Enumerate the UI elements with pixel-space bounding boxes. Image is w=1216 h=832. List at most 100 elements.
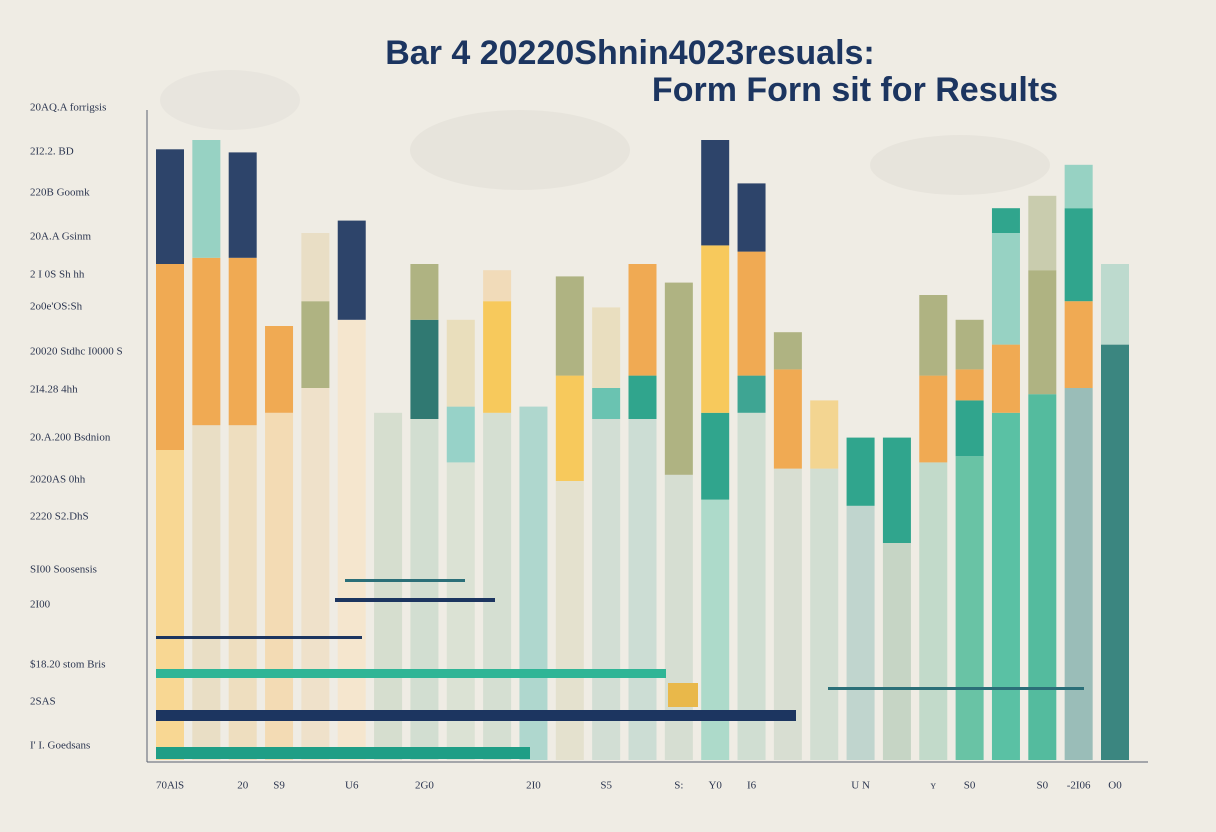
bar-segment: [991, 344, 1020, 413]
bar-segment: [410, 319, 439, 419]
bar-segment: [701, 140, 730, 246]
bar-segment: [410, 419, 439, 760]
bar-segment: [919, 375, 948, 463]
x-tick-label: I6: [747, 780, 757, 792]
bar-segment: [919, 462, 948, 760]
bar-segment: [192, 425, 221, 760]
x-tick-label: S5: [600, 780, 612, 792]
y-label: 2 I 0S Sh hh: [30, 269, 85, 281]
bar-segment: [737, 375, 766, 413]
bar-segment: [555, 276, 584, 376]
bar-segment: [1101, 264, 1129, 345]
bar-segment: [628, 264, 657, 376]
bar-segment: [265, 412, 294, 760]
horizontal-strokes: [156, 579, 1084, 759]
bar-segment: [337, 220, 366, 320]
y-label: 220B Goomk: [30, 187, 90, 199]
bar-segment: [628, 419, 657, 760]
bar-segment: [1028, 195, 1057, 271]
bar-segment: [773, 369, 802, 469]
x-tick-label: 70AlS: [156, 780, 184, 792]
bar-segment: [555, 375, 584, 481]
bar-segment: [737, 183, 766, 252]
y-label: 2I4.28 4hh: [30, 384, 78, 396]
y-label: 20AQ.A forrigsis: [30, 102, 106, 114]
x-tick-label: U N: [851, 780, 870, 792]
bar-segment: [955, 369, 984, 401]
y-label: 2220 S2.DhS: [30, 511, 89, 523]
x-tick-label: -2I06: [1067, 780, 1091, 792]
bar-segment: [410, 264, 439, 320]
x-tick-label: U6: [345, 780, 359, 792]
x-tick-label: Y0: [708, 780, 722, 792]
bar-segment: [192, 140, 221, 258]
bar-segment: [156, 264, 184, 450]
bar-segment: [701, 245, 730, 413]
y-label: 20020 Stdhc I0000 S: [30, 346, 123, 358]
y-label: 2o0e'OS:Sh: [30, 301, 83, 313]
x-tick-label: S:: [674, 780, 683, 792]
bar-segment: [628, 375, 657, 419]
bar-segment: [446, 406, 475, 463]
bar-segment: [846, 505, 875, 760]
bar-segment: [1028, 394, 1057, 760]
bar-segment: [1064, 388, 1093, 760]
bar-segment: [483, 412, 512, 760]
bar-segment: [592, 419, 621, 760]
bar-segment: [592, 307, 621, 388]
x-tick-label: 2G0: [415, 780, 434, 792]
bar-segment: [991, 412, 1020, 760]
bar-segment: [301, 233, 330, 302]
bar-segment: [156, 149, 184, 264]
x-tick-label: 20: [237, 780, 249, 792]
bar-segment: [882, 437, 911, 543]
bar-segment: [519, 406, 548, 760]
bar-segment: [955, 400, 984, 457]
bar-segment: [301, 388, 330, 760]
bar-segment: [1101, 344, 1129, 760]
bar-segment: [810, 468, 839, 760]
bar-segment: [156, 450, 184, 760]
bar-segment: [737, 251, 766, 376]
x-tick-label: 2I0: [526, 780, 541, 792]
y-label: $18.20 stom Bris: [30, 659, 105, 671]
bar-segment: [773, 332, 802, 370]
bar-segment: [483, 270, 512, 302]
bar-segment: [446, 319, 475, 407]
x-tick-label: S0: [964, 780, 976, 792]
bar-segment: [592, 388, 621, 419]
y-label: 2I00: [30, 599, 51, 611]
bar-segment: [1064, 208, 1093, 302]
bar-segment: [955, 319, 984, 370]
bar-segment: [228, 257, 257, 426]
y-label: 2020AS 0hh: [30, 474, 86, 486]
bar-segment: [919, 295, 948, 376]
chart-subtitle: Form Forn sit for Results: [652, 71, 1058, 109]
bar-segment: [301, 301, 330, 388]
bar-segment: [374, 412, 403, 760]
bar-segment: [228, 425, 257, 760]
bar-segment: [810, 400, 839, 469]
bar-segment: [737, 412, 766, 760]
chart-title: Bar 4 20220Shnin4023resuals:: [385, 34, 875, 72]
bar-segment: [701, 412, 730, 500]
x-tick-label: S0: [1036, 780, 1048, 792]
y-label: 2I2.2. BD: [30, 146, 74, 158]
y-label: 20.A.200 Bsdnion: [30, 432, 111, 444]
x-tick-label: ʏ: [931, 780, 937, 792]
bar-segment: [991, 208, 1020, 233]
bar-segment: [228, 152, 257, 258]
y-label: I' I. Goedsans: [30, 740, 90, 752]
bar-segment: [664, 282, 693, 475]
bar-segment: [846, 437, 875, 506]
x-tick-label: S9: [273, 780, 285, 792]
bar-segment: [991, 233, 1020, 345]
x-tick-label: O0: [1108, 780, 1122, 792]
bar-segment: [955, 456, 984, 760]
bar-segment: [337, 319, 366, 760]
background-clouds: [160, 70, 1050, 195]
y-label: 2SAS: [30, 696, 56, 708]
bar-segment: [192, 257, 221, 426]
bar-segment: [265, 326, 294, 413]
